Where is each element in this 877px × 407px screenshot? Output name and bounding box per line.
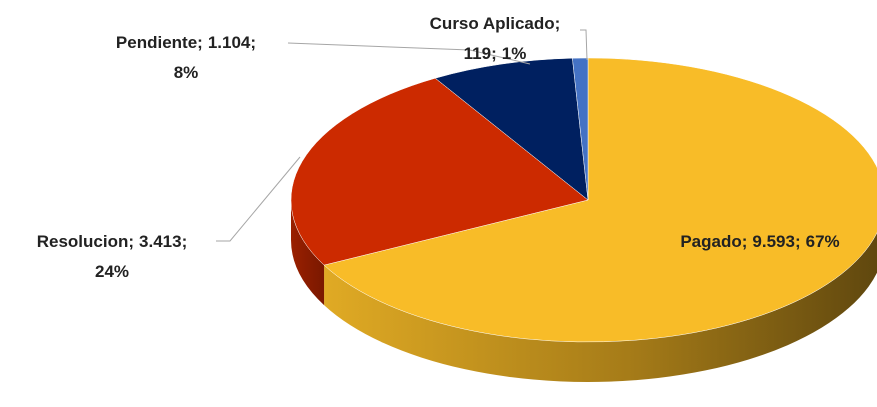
slice: [572, 57, 589, 201]
leader-line: [287, 42, 531, 65]
label-separator: ;: [795, 232, 801, 251]
label-percent: 67%: [806, 232, 840, 251]
label-value: 1.104: [208, 33, 251, 52]
data-label: Resolucion; 3.413; 24%: [37, 232, 188, 281]
label-percent: 8%: [174, 63, 199, 82]
slice-side: [324, 232, 877, 382]
label-value: 119: [464, 44, 491, 63]
label-name: Pendiente: [116, 33, 197, 52]
label-separator: ;: [128, 232, 134, 251]
label-separator: ;: [491, 44, 497, 63]
label-percent: 24%: [95, 262, 129, 281]
label-separator: ;: [742, 232, 748, 251]
label-separator: ;: [182, 232, 188, 251]
label-percent: 1%: [502, 44, 527, 63]
slice: [323, 57, 877, 343]
slice: [290, 77, 589, 266]
leader-line: [216, 156, 301, 242]
label-name: Resolucion: [37, 232, 129, 251]
label-value: 9.593: [752, 232, 795, 251]
slice: [434, 57, 589, 201]
label-separator: ;: [197, 33, 203, 52]
data-label: Curso Aplicado; 119; 1%: [430, 14, 561, 63]
leader-line: [580, 29, 588, 61]
slice-side: [291, 200, 325, 306]
label-name: Curso Aplicado: [430, 14, 555, 33]
data-label: Pagado; 9.593; 67%: [680, 232, 839, 251]
label-separator: ;: [555, 14, 561, 33]
data-label: Pendiente; 1.104; 8%: [116, 33, 256, 82]
pie: [290, 57, 877, 382]
label-value: 3.413: [139, 232, 182, 251]
label-name: Pagado: [680, 232, 741, 251]
label-separator: ;: [250, 33, 256, 52]
labels: Pagado; 9.593; 67%Resolucion; 3.413; 24%Pend…: [37, 14, 840, 281]
